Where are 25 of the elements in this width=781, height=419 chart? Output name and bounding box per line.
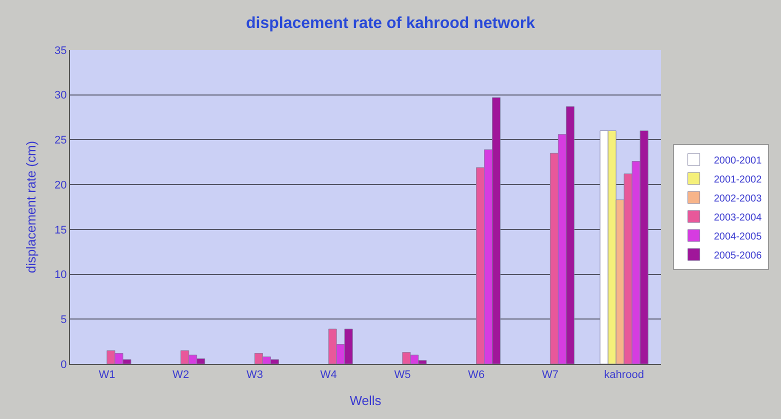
y-tick-label: 10 [54, 269, 67, 282]
x-tick-label: W2 [172, 369, 190, 382]
y-tick-label: 15 [54, 224, 67, 236]
legend-label: 2002-2003 [714, 193, 762, 204]
y-tick-label: 5 [60, 314, 67, 326]
y-tick-label: 30 [54, 90, 67, 102]
x-tick-label: W6 [468, 369, 485, 382]
x-tick-label: W5 [394, 369, 411, 382]
x-axis-title: Wells [350, 392, 382, 408]
y-axis-title: displacement rate (cm) [24, 140, 38, 274]
x-tick-label: W4 [320, 369, 337, 382]
legend-label: 2003-2004 [714, 212, 762, 224]
legend-label: 2001-2002 [714, 174, 762, 186]
x-tick-label: kahrood [604, 369, 644, 382]
legend-label: 2005-2006 [714, 250, 762, 262]
legend-label: 2004-2005 [714, 231, 762, 242]
x-tick-label: W1 [98, 369, 116, 382]
y-tick-label: 35 [54, 44, 67, 57]
chart-title: displacement rate of kahrood network [246, 14, 536, 32]
y-tick-label: 0 [60, 358, 67, 371]
y-tick-label: 20 [54, 179, 67, 192]
x-tick-label: W7 [542, 369, 558, 382]
y-tick-label: 25 [54, 134, 67, 147]
x-tick-label: W3 [246, 369, 263, 382]
legend-label: 2000-2001 [714, 155, 762, 166]
